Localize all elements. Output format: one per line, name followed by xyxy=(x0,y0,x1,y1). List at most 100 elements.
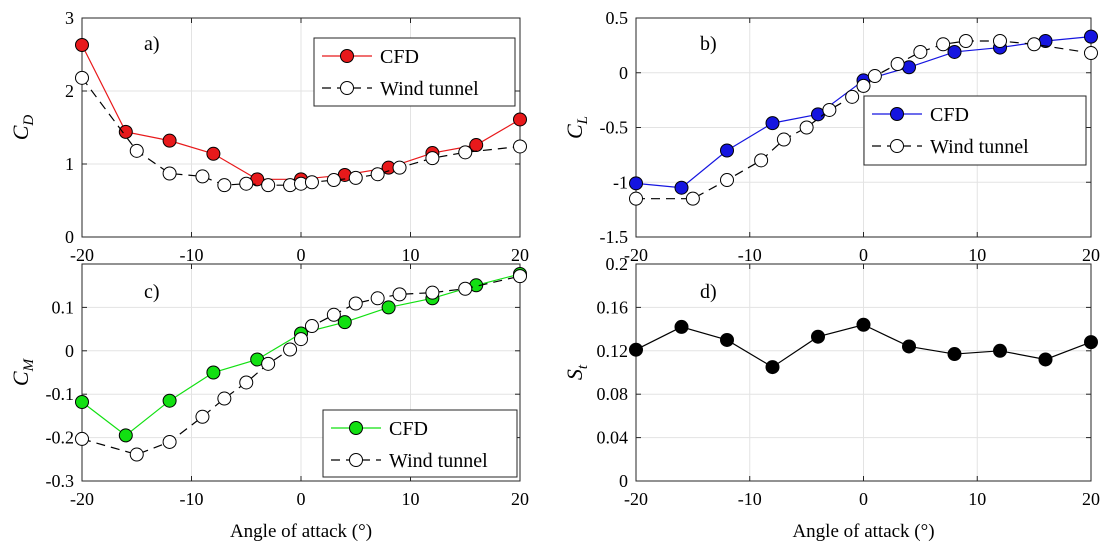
data-point xyxy=(206,365,221,380)
legend-c: CFD Wind tunnel xyxy=(322,409,518,478)
data-point xyxy=(118,428,133,443)
series-d-main xyxy=(629,317,1098,375)
x-tick-label: 20 xyxy=(511,489,529,509)
y-tick-label: 0.16 xyxy=(597,297,629,317)
data-point xyxy=(629,342,643,357)
y-tick-label: 0.1 xyxy=(52,297,75,317)
y-tick-label: -0.1 xyxy=(46,384,75,404)
legend-marker xyxy=(349,421,363,435)
panel-label-b: b) xyxy=(700,33,717,55)
x-tick-label: 10 xyxy=(968,245,986,265)
data-point xyxy=(513,112,527,127)
legend-label: CFD xyxy=(389,418,428,440)
data-point xyxy=(75,38,89,53)
y-tick-label: 0.12 xyxy=(597,341,629,361)
legend-b: CFD Wind tunnel xyxy=(863,95,1087,166)
data-point xyxy=(913,44,928,59)
x-axis-label-c: Angle of attack (°) xyxy=(230,521,372,542)
y-tick-label: 0 xyxy=(65,227,74,247)
x-tick-label: 10 xyxy=(968,489,986,509)
data-point xyxy=(239,375,254,390)
data-point xyxy=(1038,352,1053,367)
data-point xyxy=(326,307,341,322)
data-point xyxy=(674,180,689,195)
data-point xyxy=(304,319,319,334)
legend-label: Wind tunnel xyxy=(389,450,488,472)
legend-a: CFD Wind tunnel xyxy=(313,37,516,107)
data-point xyxy=(337,315,352,330)
data-point xyxy=(799,120,814,135)
y-axis-label-c: CM xyxy=(8,357,37,386)
data-point xyxy=(118,124,133,139)
series-a-wind-tunnel xyxy=(75,70,527,193)
data-point xyxy=(162,166,177,181)
data-point xyxy=(239,176,254,191)
ticks-d: -20 -10 0 10 20 0 0.04 0.08 0.12 0.16 0.2 xyxy=(597,254,1101,509)
x-tick-label: 0 xyxy=(297,489,306,509)
data-point xyxy=(754,153,769,168)
legend-marker xyxy=(890,107,904,121)
data-point xyxy=(993,343,1007,358)
data-point xyxy=(1027,37,1042,52)
data-point xyxy=(993,33,1007,48)
ticks-c: -20 -10 0 10 20 -0.3 -0.2 -0.1 0 0.1 xyxy=(46,264,529,509)
x-tick-label: -20 xyxy=(624,245,648,265)
x-tick-label: 20 xyxy=(511,245,529,265)
x-tick-label: 10 xyxy=(402,245,420,265)
x-axis-label-d: Angle of attack (°) xyxy=(792,521,934,542)
data-point xyxy=(261,178,276,193)
y-tick-label: 0.5 xyxy=(606,8,629,28)
y-axis-label-a: CD xyxy=(8,115,37,141)
y-tick-label: 2 xyxy=(65,81,74,101)
data-point xyxy=(720,143,734,158)
y-tick-label: 0 xyxy=(65,341,74,361)
data-point xyxy=(902,339,916,354)
data-point xyxy=(195,169,210,184)
data-point xyxy=(425,285,440,300)
y-axis-label-main: C xyxy=(562,124,587,139)
y-axis-label-main: C xyxy=(8,371,33,386)
series-c-wind-tunnel xyxy=(75,269,527,462)
y-tick-label: 0.2 xyxy=(606,254,629,274)
legend-box xyxy=(863,95,1087,166)
data-point xyxy=(304,175,319,190)
y-axis-label-subscript: L xyxy=(575,116,591,125)
data-point xyxy=(370,167,385,182)
data-point xyxy=(425,151,440,166)
data-point xyxy=(75,395,89,410)
data-point xyxy=(867,69,882,84)
legend-marker xyxy=(890,139,904,153)
data-point xyxy=(513,269,527,284)
y-tick-label: 0.08 xyxy=(597,384,629,404)
series-b-wind-tunnel xyxy=(629,33,1098,206)
data-point xyxy=(261,356,276,371)
data-point xyxy=(370,291,385,306)
data-point xyxy=(629,176,643,191)
data-point xyxy=(458,145,473,160)
data-point xyxy=(217,178,232,193)
data-point xyxy=(75,70,89,85)
panel-d: -20 -10 0 10 20 0 0.04 0.08 0.12 0.16 0.2 St d) Angle… xyxy=(562,254,1100,542)
x-tick-label: -10 xyxy=(738,489,762,509)
data-point xyxy=(75,431,89,446)
y-tick-label: -1 xyxy=(613,172,628,192)
data-point xyxy=(674,319,689,334)
data-point xyxy=(206,146,221,161)
data-point xyxy=(765,360,780,375)
y-axis-label-subscript: M xyxy=(21,357,37,372)
x-tick-label: 0 xyxy=(297,245,306,265)
y-axis-label-d: St xyxy=(562,364,591,380)
x-tick-label: 10 xyxy=(402,489,420,509)
data-point xyxy=(162,133,177,148)
y-tick-label: 0 xyxy=(619,63,628,83)
x-tick-label: 0 xyxy=(859,489,868,509)
data-point xyxy=(1084,46,1098,61)
data-point xyxy=(392,287,407,302)
data-point xyxy=(822,102,837,117)
x-tick-label: -10 xyxy=(180,489,204,509)
data-point xyxy=(458,281,473,296)
x-tick-label: -20 xyxy=(70,489,94,509)
